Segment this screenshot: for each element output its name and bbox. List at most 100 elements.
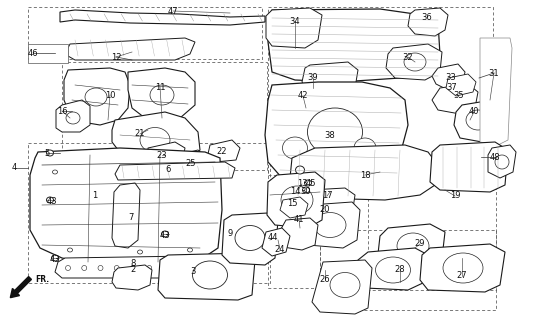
Text: 48: 48: [490, 153, 500, 162]
Ellipse shape: [235, 226, 265, 251]
Ellipse shape: [443, 253, 483, 283]
Text: 44: 44: [268, 234, 278, 243]
Polygon shape: [446, 74, 476, 96]
Text: 38: 38: [325, 132, 335, 140]
Ellipse shape: [376, 257, 411, 283]
Polygon shape: [276, 218, 318, 250]
Ellipse shape: [193, 261, 228, 289]
Polygon shape: [267, 172, 325, 228]
Bar: [320, 175, 496, 290]
Text: 20: 20: [320, 205, 330, 214]
Polygon shape: [28, 44, 68, 63]
Ellipse shape: [162, 231, 169, 237]
Text: 24: 24: [275, 244, 285, 253]
Text: 3: 3: [190, 268, 196, 276]
Ellipse shape: [195, 266, 200, 270]
Text: 29: 29: [415, 239, 425, 249]
Ellipse shape: [314, 212, 346, 237]
Ellipse shape: [140, 127, 170, 153]
Ellipse shape: [133, 168, 138, 172]
Polygon shape: [430, 142, 508, 192]
Polygon shape: [378, 224, 445, 266]
Text: 45: 45: [306, 179, 316, 188]
Text: 2: 2: [130, 266, 135, 275]
Text: 28: 28: [395, 265, 405, 274]
Text: FR.: FR.: [35, 275, 49, 284]
Text: 30: 30: [301, 187, 311, 196]
Text: 1: 1: [92, 190, 98, 199]
Ellipse shape: [114, 266, 119, 270]
Ellipse shape: [281, 186, 313, 214]
Text: 23: 23: [157, 150, 167, 159]
Polygon shape: [128, 68, 195, 122]
Ellipse shape: [98, 266, 103, 270]
Text: 18: 18: [360, 171, 370, 180]
Bar: [268, 143, 368, 288]
Ellipse shape: [397, 233, 429, 259]
Ellipse shape: [305, 180, 311, 186]
Text: 7: 7: [128, 213, 134, 222]
Polygon shape: [262, 228, 290, 256]
Polygon shape: [280, 197, 308, 218]
Polygon shape: [112, 265, 152, 290]
FancyArrow shape: [11, 276, 32, 298]
Text: 43: 43: [160, 230, 170, 239]
Ellipse shape: [53, 170, 58, 174]
Polygon shape: [266, 8, 322, 48]
Text: 9: 9: [228, 228, 233, 237]
Text: 41: 41: [294, 214, 304, 223]
Text: 6: 6: [165, 165, 171, 174]
Polygon shape: [268, 9, 440, 82]
Ellipse shape: [52, 255, 58, 261]
Text: 35: 35: [453, 92, 465, 100]
Text: 19: 19: [450, 191, 460, 201]
Ellipse shape: [282, 137, 307, 159]
Polygon shape: [148, 142, 185, 168]
Text: 40: 40: [469, 108, 480, 116]
Polygon shape: [112, 112, 200, 168]
Bar: [320, 230, 496, 310]
Polygon shape: [68, 38, 195, 60]
Text: 33: 33: [446, 74, 456, 83]
Text: 4: 4: [11, 164, 17, 172]
Ellipse shape: [65, 266, 70, 270]
Ellipse shape: [404, 53, 426, 71]
Ellipse shape: [466, 110, 490, 130]
Ellipse shape: [66, 112, 80, 124]
Ellipse shape: [307, 108, 362, 156]
Polygon shape: [158, 253, 255, 300]
Ellipse shape: [147, 266, 152, 270]
Ellipse shape: [354, 138, 376, 158]
Polygon shape: [408, 8, 448, 36]
Text: 12: 12: [111, 52, 121, 61]
Ellipse shape: [47, 197, 53, 203]
Polygon shape: [290, 145, 438, 200]
Text: 34: 34: [290, 17, 300, 26]
Polygon shape: [312, 260, 372, 314]
Polygon shape: [420, 244, 505, 292]
Polygon shape: [386, 44, 442, 80]
Text: 17: 17: [322, 191, 332, 201]
Text: 47: 47: [168, 6, 178, 15]
Ellipse shape: [85, 88, 107, 106]
Polygon shape: [60, 10, 265, 25]
Text: 26: 26: [320, 276, 330, 284]
Polygon shape: [432, 64, 465, 90]
Text: 15: 15: [287, 199, 297, 209]
Ellipse shape: [82, 266, 87, 270]
Text: 21: 21: [135, 130, 145, 139]
Polygon shape: [56, 100, 90, 132]
Polygon shape: [208, 140, 240, 162]
Polygon shape: [222, 213, 278, 265]
Ellipse shape: [188, 248, 193, 252]
Text: 16: 16: [57, 107, 67, 116]
Polygon shape: [64, 68, 130, 125]
Text: 31: 31: [489, 68, 500, 77]
Polygon shape: [176, 150, 206, 172]
Text: 10: 10: [105, 91, 115, 100]
Polygon shape: [488, 145, 516, 178]
Polygon shape: [55, 256, 208, 278]
Text: 27: 27: [457, 271, 467, 281]
Text: 14: 14: [290, 188, 300, 196]
Polygon shape: [355, 248, 430, 290]
